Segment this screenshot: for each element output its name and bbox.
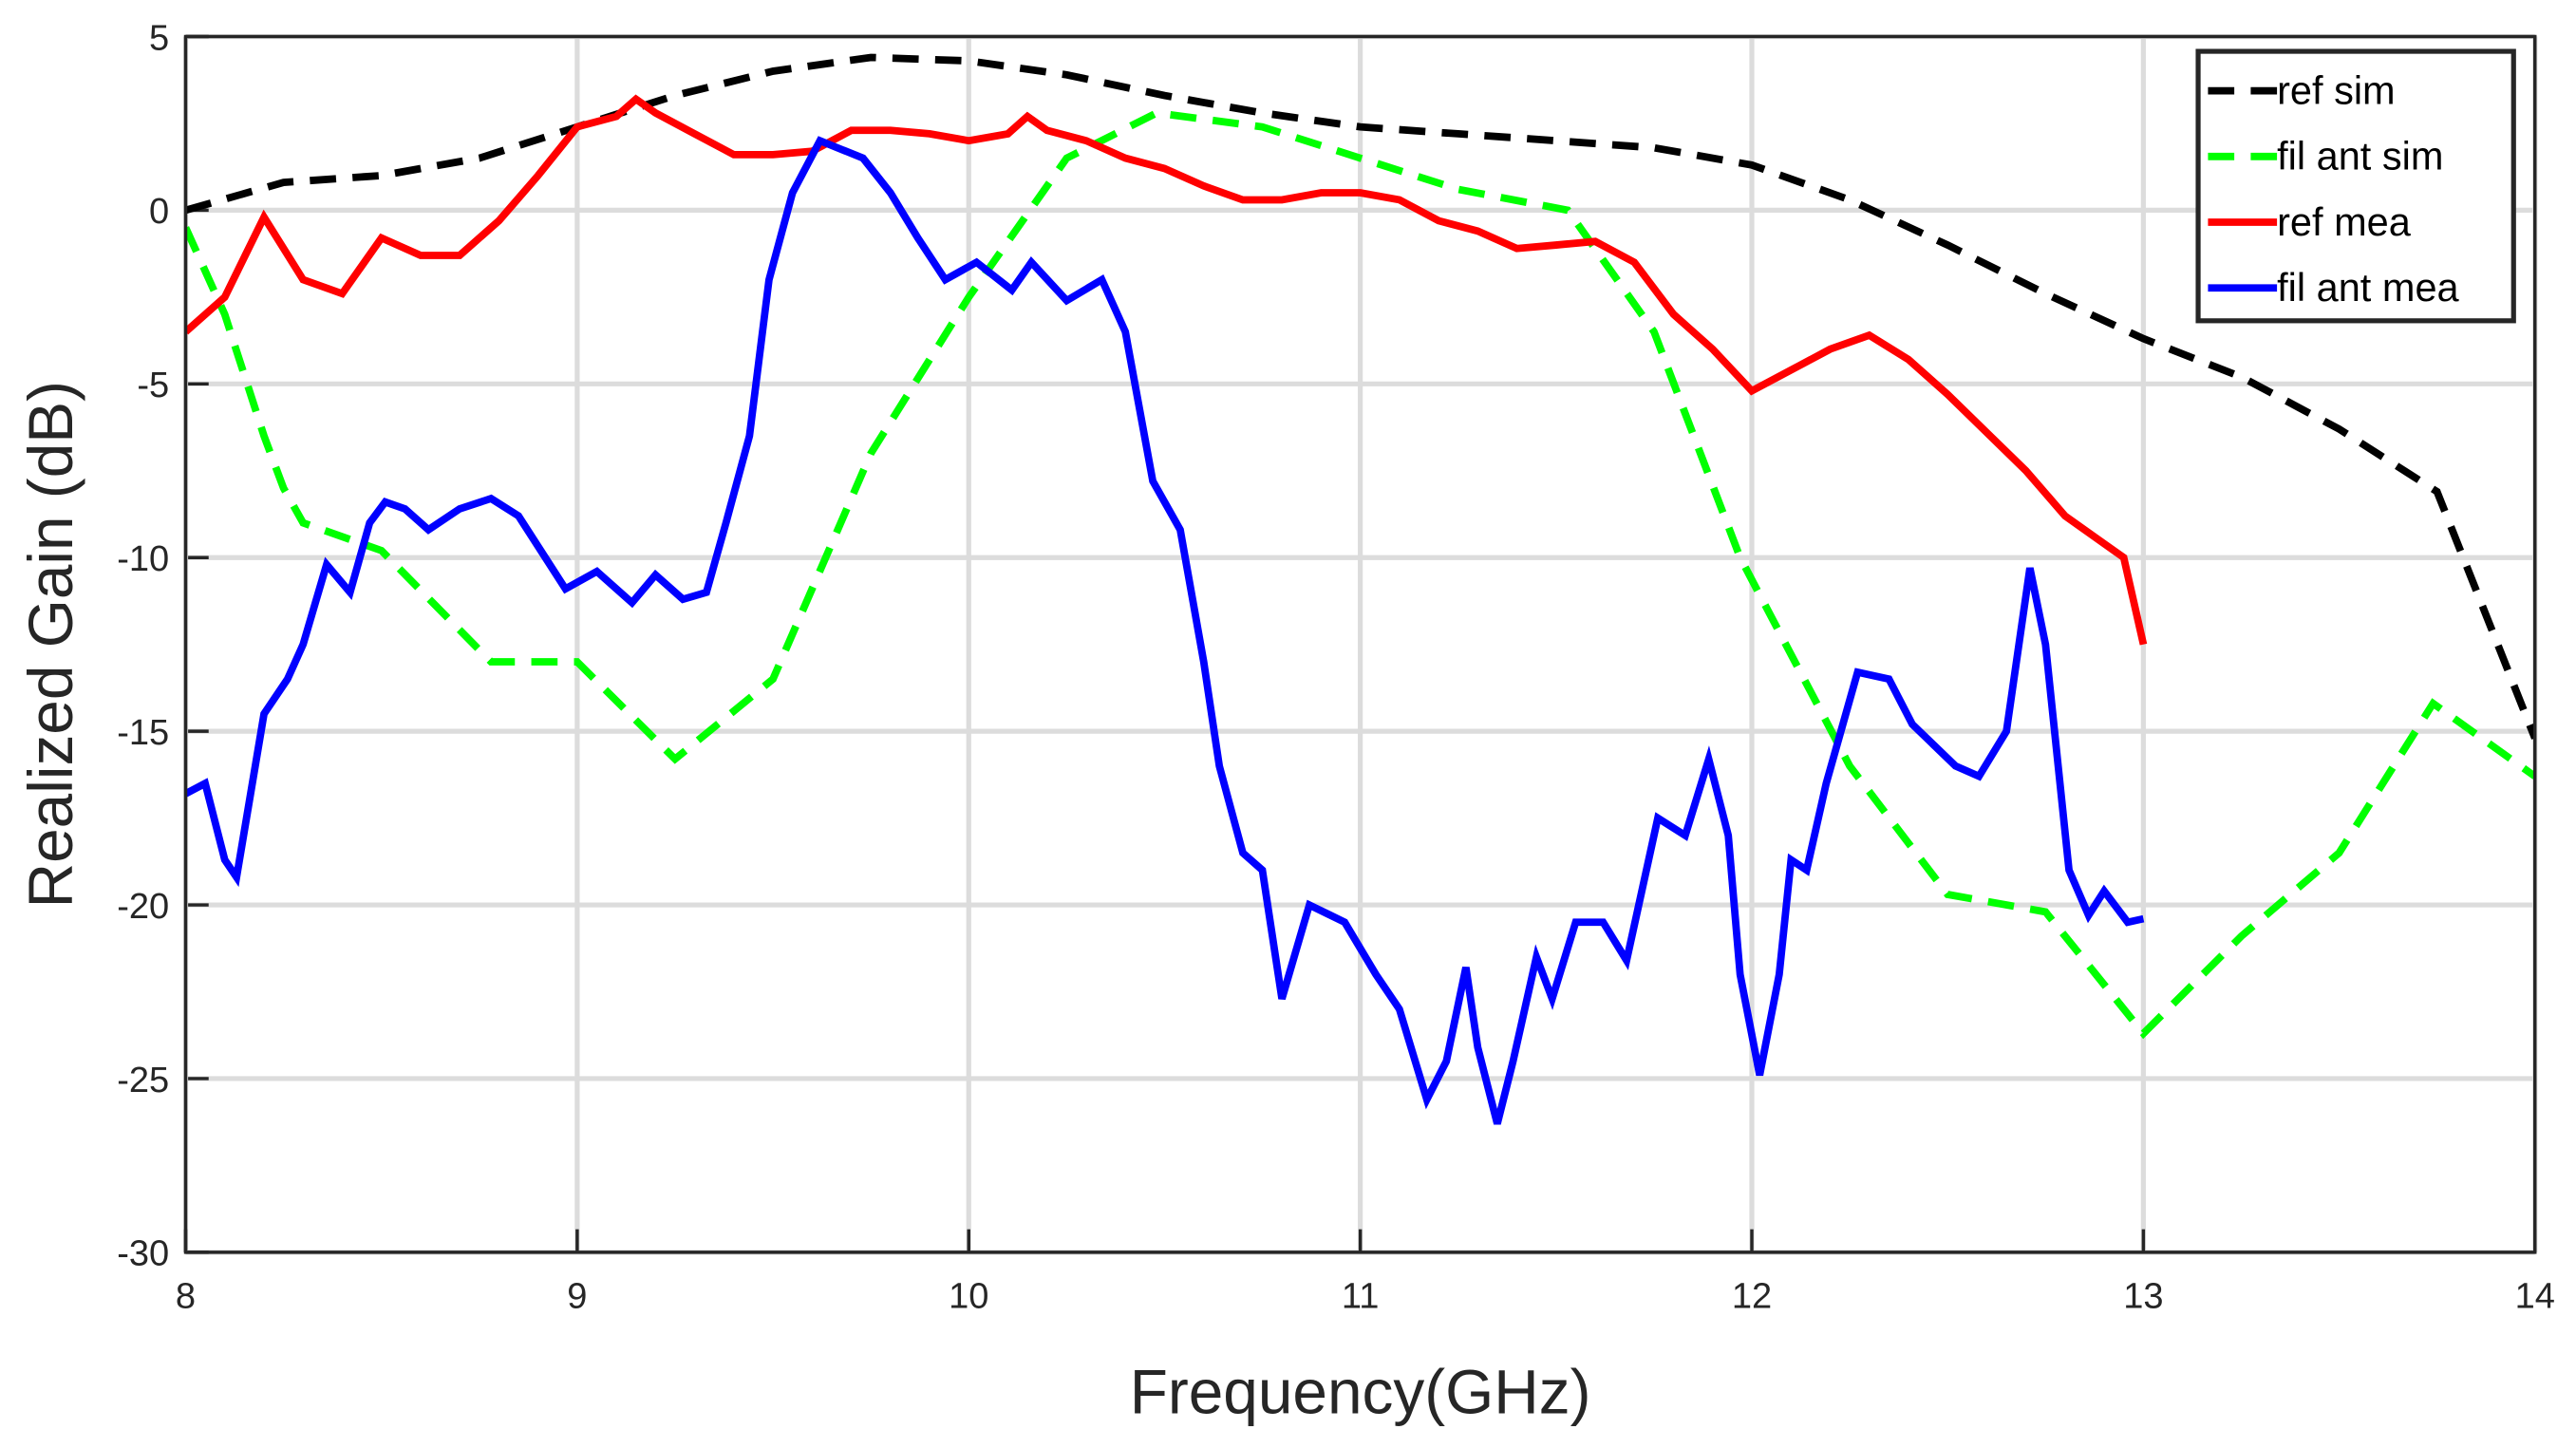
x-axis-label: Frequency(GHz) <box>1130 1356 1591 1426</box>
y-tick-label: -20 <box>117 887 169 927</box>
axes-box <box>183 34 2537 1254</box>
y-tick-label: -10 <box>117 539 169 579</box>
series-line <box>185 108 2535 1040</box>
x-tick-label: 12 <box>1732 1277 1772 1317</box>
legend-label: ref sim <box>2277 67 2396 112</box>
x-tick-label: 14 <box>2515 1277 2555 1317</box>
y-tick-label: -5 <box>137 366 169 405</box>
y-tick-label: -25 <box>117 1061 169 1100</box>
y-axis-label: Realized Gain (dB) <box>15 381 85 908</box>
legend-box <box>2195 48 2516 324</box>
x-tick-label: 10 <box>949 1277 988 1317</box>
y-tick-label: 0 <box>149 192 169 232</box>
legend-label: fil ant sim <box>2277 134 2443 179</box>
x-tick-label: 11 <box>1342 1277 1380 1317</box>
legend-label: fil ant mea <box>2277 265 2459 310</box>
y-tick-label: 5 <box>149 18 169 58</box>
y-tick-label: -15 <box>117 713 169 753</box>
y-tick-label: -30 <box>117 1234 169 1274</box>
series-line <box>185 136 2145 1125</box>
x-tick-label: 9 <box>567 1277 587 1317</box>
legend-label: ref mea <box>2277 199 2412 244</box>
x-tick-label: 13 <box>2123 1277 2163 1317</box>
x-tick-label: 8 <box>176 1277 196 1317</box>
series-line <box>185 94 2148 646</box>
